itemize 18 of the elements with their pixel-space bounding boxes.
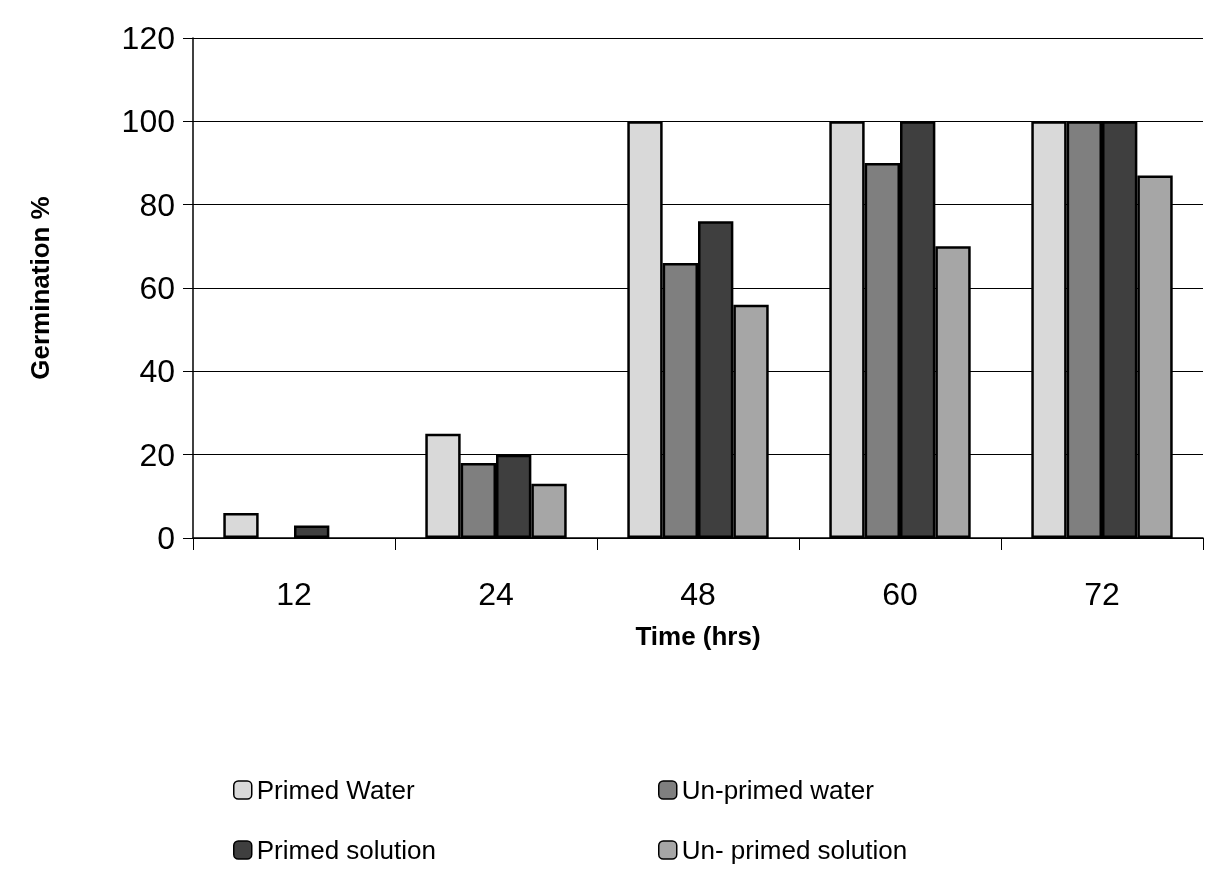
- x-tick-label: 12: [276, 576, 312, 612]
- x-axis-title: Time (hrs): [635, 621, 761, 651]
- y-tick-label: 60: [139, 270, 175, 306]
- legend-label: Un- primed solution: [681, 835, 908, 865]
- y-tick-label: 0: [157, 520, 175, 556]
- y-tick-label: 20: [139, 436, 175, 473]
- legend-label: Un-primed water: [681, 775, 875, 805]
- x-tick-label: 24: [478, 576, 514, 612]
- x-tick-label: 60: [882, 576, 918, 612]
- y-tick-label: 120: [121, 20, 175, 56]
- y-tick-label: 40: [139, 353, 175, 390]
- y-tick-label: 100: [121, 103, 175, 140]
- legend-label: Primed solution: [256, 835, 436, 865]
- y-axis-title: Germination %: [25, 196, 55, 380]
- x-tick-label: 48: [680, 576, 716, 612]
- legend-label: Primed Water: [256, 775, 416, 805]
- x-tick-label: 72: [1084, 576, 1120, 612]
- y-tick-label: 80: [139, 186, 175, 223]
